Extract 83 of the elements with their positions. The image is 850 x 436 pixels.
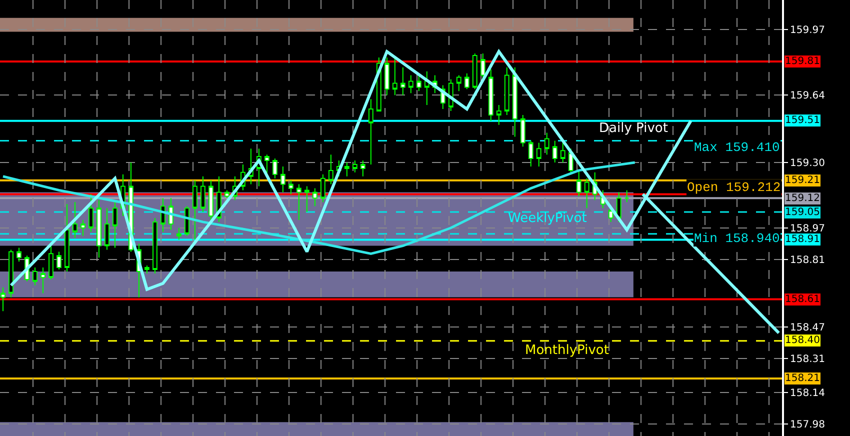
ref-line-label: 159.81 xyxy=(785,56,820,67)
candlestick xyxy=(16,247,22,262)
y-tick-label: 159.97 xyxy=(790,25,825,36)
candlestick xyxy=(424,70,430,106)
candlestick xyxy=(328,154,334,185)
ref-line-label: 159.05 xyxy=(785,207,820,218)
candlestick xyxy=(344,162,350,177)
candlestick xyxy=(40,267,46,294)
candlestick xyxy=(408,74,414,94)
candlestick xyxy=(456,74,462,92)
candlestick xyxy=(520,114,526,148)
annotation: WeeklyPivot xyxy=(508,211,587,226)
candlestick xyxy=(32,267,38,286)
candlestick xyxy=(264,154,270,175)
y-tick-label: 159.30 xyxy=(790,158,825,170)
candlestick xyxy=(280,166,286,193)
candlestick xyxy=(64,204,70,272)
candlestick xyxy=(392,56,398,96)
candlestick xyxy=(368,98,374,165)
candlestick xyxy=(304,186,310,213)
candlestick xyxy=(472,53,478,90)
candlestick xyxy=(144,265,150,274)
candlestick xyxy=(464,72,470,90)
candlestick xyxy=(552,140,558,164)
candlestick xyxy=(584,178,590,209)
candlestick xyxy=(112,200,118,248)
ref-line-label: 158.61 xyxy=(785,294,820,305)
candlestick xyxy=(384,56,390,96)
annotation: Daily Pivot xyxy=(599,121,668,136)
annotation: Max 159.410 xyxy=(694,140,780,155)
candlestick xyxy=(312,188,318,207)
line-series xyxy=(2,161,636,255)
candlestick xyxy=(56,251,62,270)
candlestick xyxy=(504,66,510,116)
candlestick xyxy=(352,160,358,173)
ref-line-label: 158.21 xyxy=(785,373,820,384)
candlestick xyxy=(96,200,102,258)
candlestick xyxy=(528,140,534,167)
ref-line-label: 159.21 xyxy=(785,175,820,186)
candlestick xyxy=(8,249,14,298)
candlestick xyxy=(176,227,182,240)
y-tick-label: 158.31 xyxy=(790,354,825,366)
candlestick xyxy=(288,180,294,195)
candlestick xyxy=(208,180,214,220)
candlestick xyxy=(0,286,6,312)
candlestick xyxy=(360,160,366,177)
candlestick xyxy=(104,208,110,250)
y-tick-label: 159.64 xyxy=(790,90,825,102)
candlestick xyxy=(488,68,494,122)
candlestick xyxy=(48,245,54,280)
y-tick-label: 157.98 xyxy=(790,420,825,431)
y-tick-label: 158.14 xyxy=(790,388,825,399)
candlestick xyxy=(512,66,518,138)
ref-line-label: 159.51 xyxy=(785,115,820,126)
candlestick xyxy=(192,180,198,240)
ref-line-label: 159.12 xyxy=(785,193,820,204)
candlestick xyxy=(496,104,502,126)
candlestick xyxy=(480,53,486,80)
ref-line-label: 158.91 xyxy=(785,234,820,245)
candlestick xyxy=(576,170,582,197)
candlestick xyxy=(72,202,78,238)
y-tick-label: 158.97 xyxy=(790,223,825,234)
annotation: Open 159.212 xyxy=(687,180,781,195)
y-tick-label: 158.47 xyxy=(790,322,825,334)
ref-line-label: 158.40 xyxy=(785,335,820,346)
candlestick xyxy=(80,219,86,236)
candlestick xyxy=(152,218,158,274)
candlestick xyxy=(224,190,230,199)
candlestick xyxy=(544,132,550,156)
candlestick xyxy=(296,184,302,220)
candlestick xyxy=(272,158,278,179)
candlestick xyxy=(200,176,206,213)
candlestick xyxy=(536,142,542,167)
candlestick xyxy=(88,194,94,232)
candlestick xyxy=(400,66,406,96)
annotation: MonthlyPivot xyxy=(525,343,609,358)
candlestick xyxy=(560,142,566,164)
candlestick xyxy=(616,192,622,222)
candlestick xyxy=(320,174,326,203)
annotation: Min 158.940 xyxy=(694,231,780,246)
candlestick xyxy=(184,206,190,236)
y-tick-label: 158.81 xyxy=(790,255,825,266)
candlestick xyxy=(624,190,630,203)
